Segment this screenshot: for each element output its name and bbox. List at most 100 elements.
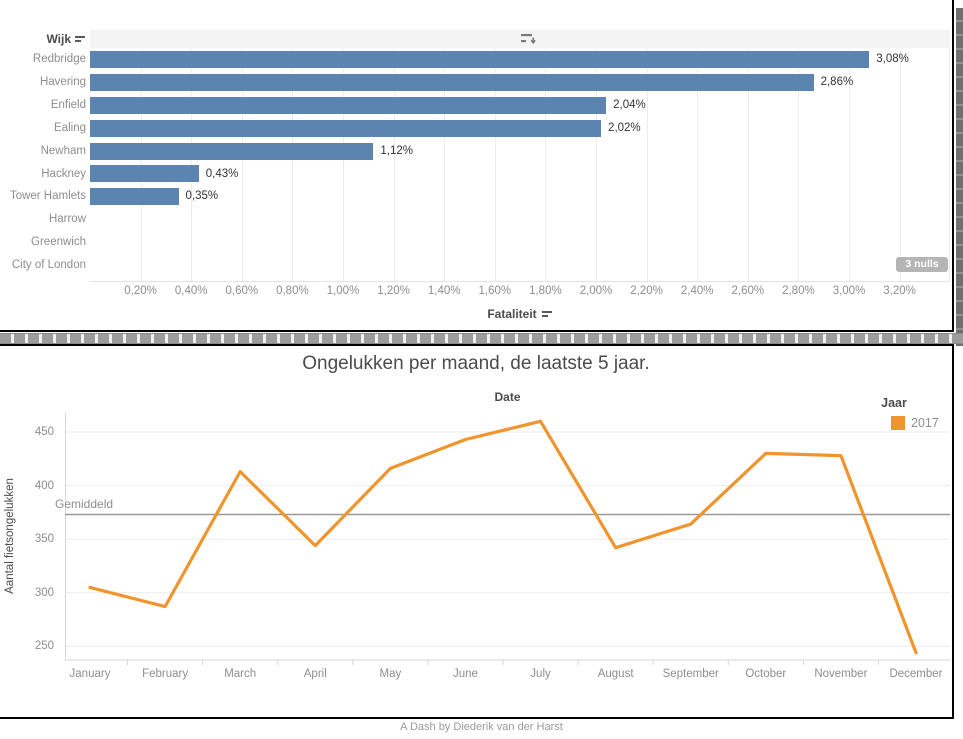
- accidents-line-chart-panel: Ongelukken per maand, de laatste 5 jaar.…: [0, 344, 954, 719]
- panel-divider-handle[interactable]: [0, 333, 963, 344]
- gridline: [191, 48, 193, 281]
- bar-value-label: 2,02%: [608, 121, 641, 134]
- month-label-november: November: [814, 668, 868, 680]
- row-label-redbridge[interactable]: Redbridge: [32, 53, 86, 65]
- trend-line-2017[interactable]: [88, 419, 918, 655]
- month-label-april: April: [303, 668, 327, 680]
- bar-newham[interactable]: [90, 142, 374, 160]
- row-label-city-of-london[interactable]: City of London: [11, 259, 86, 272]
- bar-havering[interactable]: [90, 73, 814, 91]
- sort-descending-icon[interactable]: [520, 33, 538, 46]
- gridline: [444, 48, 446, 281]
- bar-value-label: 0,43%: [205, 167, 239, 180]
- gridline: [393, 48, 395, 281]
- row-label-harrow[interactable]: Harrow: [48, 213, 86, 226]
- legend-item-label: 2017: [911, 416, 939, 430]
- gridline: [494, 48, 496, 281]
- gridline: [899, 48, 901, 281]
- row-header-label: Wijk: [46, 32, 71, 46]
- x-axis-title-fataliteit[interactable]: Fataliteit: [90, 306, 950, 322]
- x-tick-label: 0,40%: [174, 285, 208, 297]
- gridline: [646, 48, 648, 281]
- gridline: [292, 48, 294, 281]
- x-tick-label: 2,80%: [782, 285, 815, 297]
- bar-redbridge[interactable]: [90, 50, 870, 68]
- sort-icon: [541, 310, 553, 319]
- month-label-december: December: [889, 668, 943, 680]
- y-axis-title: Aantal fietsongelukken: [4, 478, 16, 594]
- bar-ealing[interactable]: [90, 119, 602, 137]
- gridline: [140, 48, 142, 281]
- x-axis-title-label: Fataliteit: [487, 307, 537, 321]
- x-tick-label: 1,80%: [529, 285, 562, 297]
- x-axis-ticks: 0,20% 0,40% 0,60% 0,80% 1,00% 1,20% 1,40% 1,60%…: [90, 285, 950, 299]
- y-axis-ticks: 250 300 350 400 450: [20, 346, 54, 717]
- x-tick-label: 0,80%: [276, 285, 309, 297]
- row-label-ealing[interactable]: Ealing: [54, 121, 86, 134]
- row-label-hackney[interactable]: Hackney: [41, 167, 86, 180]
- bar-hackney[interactable]: [90, 165, 199, 183]
- gridline: [849, 48, 850, 281]
- row-label-havering[interactable]: Havering: [39, 75, 86, 88]
- month-axis-labels: January February March April May June July Augu…: [65, 668, 950, 682]
- fatality-bar-chart-panel: Wijk Redbridge Havering Enfield Ealing Newha…: [0, 0, 954, 332]
- y-tick-label: 400: [34, 479, 54, 492]
- bar-plot-area: 3,08% 2,86% 2,04% 2,02% 1,12% 0,43% 0,35%: [90, 48, 950, 282]
- sort-icon: [75, 35, 86, 44]
- month-label-june: June: [452, 668, 478, 680]
- bar-value-label: 2,86%: [820, 75, 854, 88]
- gridline: [343, 48, 344, 281]
- gridline: [697, 48, 699, 281]
- x-tick-label: 2,60%: [731, 285, 765, 297]
- gridline: [545, 48, 547, 281]
- row-label-newham[interactable]: Newham: [40, 144, 86, 157]
- x-tick-label: 1,20%: [377, 285, 410, 297]
- chart-title: Ongelukken per maand, de laatste 5 jaar.: [302, 353, 650, 374]
- bar-value-label: 1,12%: [380, 144, 413, 157]
- y-tick-label: 350: [34, 533, 54, 546]
- date-axis-title: Date: [494, 390, 521, 404]
- row-label-greenwich[interactable]: Greenwich: [31, 236, 86, 249]
- row-label-enfield[interactable]: Enfield: [50, 98, 86, 111]
- month-label-march: March: [224, 668, 257, 680]
- x-tick-label: 2,20%: [630, 285, 663, 297]
- y-tick-label: 450: [34, 426, 54, 438]
- bar-value-label: 2,04%: [613, 98, 646, 111]
- x-tick-label: 2,00%: [579, 285, 613, 297]
- y-tick-label: 300: [34, 586, 54, 599]
- gridline: [747, 48, 749, 281]
- month-label-february: February: [142, 668, 189, 680]
- legend: Jaar 2017: [865, 396, 945, 430]
- gridline: [241, 48, 243, 281]
- gridline: [798, 48, 800, 281]
- month-label-january: January: [69, 668, 111, 680]
- legend-item-2017[interactable]: 2017: [891, 416, 945, 430]
- x-tick-label: 2,40%: [680, 285, 714, 297]
- reference-line-label: Gemiddeld: [55, 497, 114, 511]
- y-tick-label: 250: [34, 640, 54, 653]
- nulls-indicator-badge[interactable]: 3 nulls: [896, 257, 948, 272]
- row-label-tower-hamlets[interactable]: Tower Hamlets: [9, 190, 86, 203]
- vertical-scrollbar-handle[interactable]: [956, 8, 963, 346]
- bar-tower-hamlets[interactable]: [90, 188, 179, 206]
- month-label-august: August: [597, 668, 634, 680]
- x-tick-label: 1,00%: [326, 285, 360, 297]
- x-tick-label: 1,40%: [427, 285, 461, 297]
- bar-value-label: 0,35%: [185, 190, 219, 203]
- x-tick-label: 3,00%: [832, 285, 866, 297]
- column-header-band: [90, 30, 950, 48]
- bar-enfield[interactable]: [90, 96, 607, 114]
- month-label-may: May: [379, 668, 402, 680]
- x-tick-label: 0,20%: [124, 285, 157, 297]
- x-tick-label: 1,60%: [478, 285, 512, 297]
- line-plot-svg: [65, 413, 950, 665]
- x-tick-label: 0,60%: [225, 285, 259, 297]
- bar-value-label: 3,08%: [876, 53, 909, 65]
- row-header-wijk[interactable]: Wijk: [0, 30, 86, 48]
- legend-color-swatch: [891, 416, 905, 430]
- legend-title: Jaar: [881, 396, 907, 410]
- plot-bottom-edge: [90, 281, 950, 282]
- month-label-october: October: [745, 668, 787, 680]
- month-label-july: July: [530, 668, 551, 680]
